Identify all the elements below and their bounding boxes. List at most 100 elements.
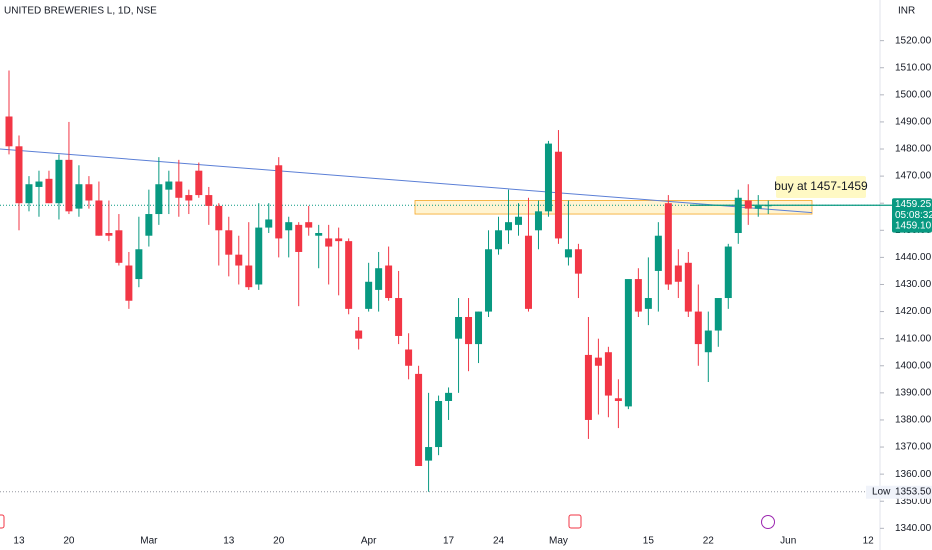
earnings-icon	[568, 514, 582, 529]
x-tick-label: 15	[643, 536, 655, 547]
annotation: buy at 1457-1459	[774, 179, 868, 193]
candle-body	[704, 330, 712, 353]
candle-body	[95, 200, 103, 236]
candle-body	[485, 249, 493, 312]
candle-body	[734, 197, 742, 234]
y-tick-label: 1500.00	[895, 89, 932, 100]
candle-body	[65, 159, 73, 212]
candle-body	[664, 203, 672, 285]
edge-icon	[0, 514, 5, 529]
candle-body	[475, 311, 483, 345]
annotation-box	[776, 176, 866, 198]
x-tick-label: 24	[493, 536, 505, 547]
y-tick-label: 1380.00	[895, 415, 932, 426]
candle-body	[465, 316, 473, 345]
y-tick-label: 1400.00	[895, 360, 932, 371]
candle-body	[684, 262, 692, 312]
candle-body	[614, 398, 622, 401]
candle-body	[564, 249, 572, 258]
bid-price-box	[892, 219, 932, 233]
candle-body	[405, 349, 413, 366]
candle-body	[365, 281, 373, 309]
x-tick-label: 22	[703, 536, 715, 547]
candle-body	[195, 170, 203, 196]
candle-body	[35, 181, 43, 187]
candle-body	[45, 178, 53, 204]
y-tick-label: 1480.00	[895, 144, 932, 155]
candle-body	[505, 222, 512, 231]
x-tick-label: May	[549, 536, 568, 547]
last-price-box	[892, 198, 932, 223]
countdown: 05:08:32	[895, 210, 932, 221]
candle-body	[345, 241, 353, 309]
candle-body	[584, 354, 592, 420]
candle-body	[594, 357, 602, 366]
x-tick-label: 20	[273, 536, 285, 547]
candle-body	[315, 233, 323, 236]
candle-body	[415, 373, 423, 467]
candle-body	[355, 330, 363, 339]
x-tick-label: 17	[443, 536, 455, 547]
candle-body	[265, 219, 273, 228]
candle-body	[325, 238, 333, 247]
candle-body	[714, 298, 722, 331]
bid-price-label: 1459.10	[895, 220, 932, 231]
y-tick-label: 1510.00	[895, 62, 932, 73]
candle-body	[514, 216, 522, 225]
x-tick-label: 13	[223, 536, 235, 547]
candle-body	[205, 195, 213, 206]
candle-body	[674, 265, 682, 282]
candle-body	[235, 254, 243, 266]
candle-body	[85, 184, 93, 201]
x-tick-label: 20	[63, 536, 75, 547]
candle-body	[125, 265, 133, 301]
candle-body	[375, 268, 383, 290]
candle-body	[115, 230, 123, 263]
candle-body	[495, 230, 503, 250]
currency: INR	[898, 6, 915, 17]
y-tick-label: 1340.00	[895, 523, 932, 534]
low-label: 1353.50	[895, 486, 932, 497]
candle-body	[335, 238, 343, 242]
candle-body	[554, 151, 562, 239]
y-tick-label: 1440.00	[895, 252, 932, 263]
chart-title: UNITED BREWERIES L, 1D, NSE	[4, 6, 157, 17]
y-tick-label: 1430.00	[895, 279, 932, 290]
x-tick-label: 13	[13, 536, 25, 547]
candle-body	[534, 211, 542, 231]
x-tick-label: Apr	[361, 536, 377, 547]
y-tick-label: 1470.00	[895, 171, 932, 182]
candle-body	[305, 222, 313, 228]
y-tick-label: 1490.00	[895, 117, 932, 128]
x-tick-label: Jun	[780, 536, 796, 547]
y-tick-label: 1390.00	[895, 387, 932, 398]
candle-body	[275, 165, 283, 239]
candle-body	[15, 146, 23, 204]
candle-body	[634, 279, 642, 312]
x-tick-label: Mar	[140, 536, 158, 547]
candle-body	[245, 265, 253, 288]
zone	[414, 200, 813, 215]
y-tick-label: 1350.00	[895, 496, 932, 507]
candle-body	[445, 392, 453, 401]
candle-body	[654, 235, 662, 271]
candle-body	[604, 352, 612, 396]
y-tick-label: 1520.00	[895, 35, 932, 46]
candle-body	[764, 205, 772, 207]
candle-body	[455, 316, 463, 339]
candle-body	[744, 200, 752, 209]
candle-body	[624, 279, 632, 407]
candle-body	[255, 227, 263, 285]
candle-body	[175, 181, 183, 198]
candle-body	[215, 205, 223, 231]
trendline	[0, 148, 813, 214]
candle-body	[185, 195, 193, 201]
candle-body	[385, 265, 393, 299]
last-price-label: 1459.25	[895, 199, 932, 210]
candle-body	[25, 184, 33, 204]
candle-body	[295, 224, 303, 252]
dividend-icon	[761, 515, 775, 529]
candle-body	[544, 143, 552, 212]
